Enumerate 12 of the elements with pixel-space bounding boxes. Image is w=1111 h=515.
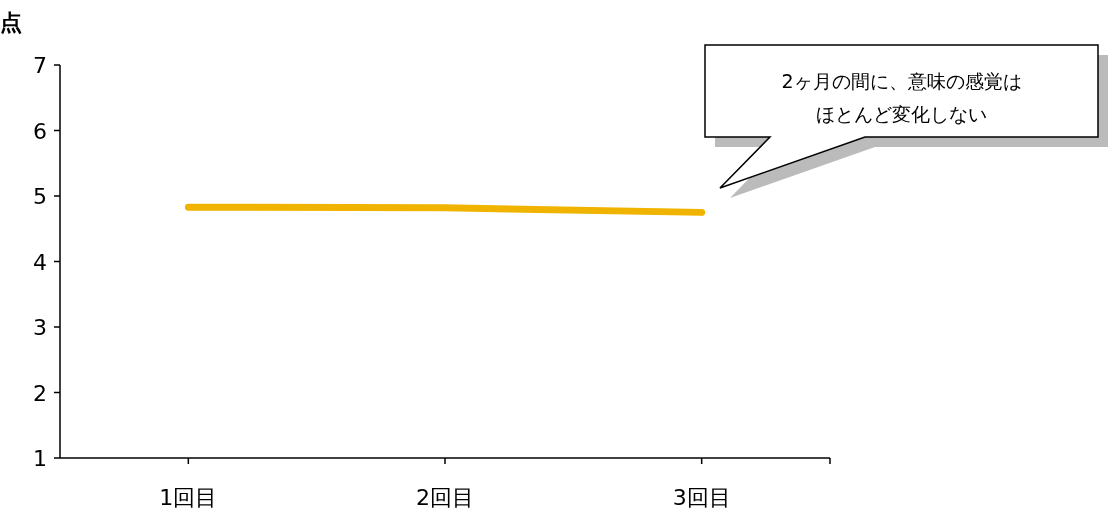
y-tick-label: 7 (33, 53, 47, 78)
y-tick-label: 3 (33, 315, 47, 340)
y-tick-label: 6 (33, 118, 47, 144)
x-tick-label: 3回目 (672, 485, 731, 510)
y-tick-label: 1 (33, 446, 47, 471)
annotation: 2ヶ月の間に、意味の感覚はほとんど変化しない (780, 69, 1023, 127)
y-tick-label: 5 (33, 184, 47, 209)
y-tick-label: 4 (33, 249, 47, 275)
y-axis-title: 点 (0, 10, 22, 35)
y-tick-label: 2 (33, 380, 47, 406)
x-tick-label: 1回目 (159, 485, 218, 510)
x-tick-label: 2回目 (416, 485, 474, 510)
